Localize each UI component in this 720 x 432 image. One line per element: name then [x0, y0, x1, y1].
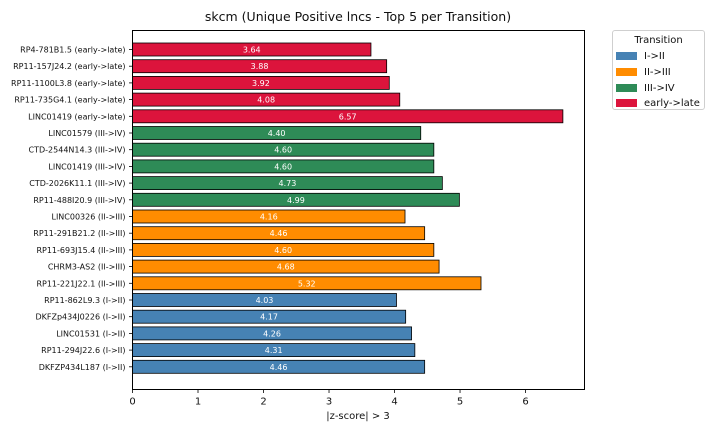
legend-item-early-late: early->late — [616, 97, 700, 109]
y-tick-label: RP11-291B21.2 (II->III) — [33, 229, 125, 238]
y-tick-label: RP11-693J15.4 (II->III) — [36, 246, 125, 255]
y-tick-label: CHRM3-AS2 (II->III) — [48, 263, 126, 272]
legend-label-ii-iii: II->III — [644, 66, 671, 78]
y-tick-label: RP11-221J22.1 (II->III) — [36, 279, 125, 288]
y-tick-label: RP11-1100L3.8 (early->late) — [11, 79, 125, 88]
bar-value-label: 4.68 — [277, 263, 295, 272]
bar-value-label: 4.26 — [263, 329, 281, 338]
y-tick-label: LINC01531 (I->II) — [56, 329, 125, 338]
y-tick-label: LINC01419 (III->IV) — [48, 162, 125, 171]
y-tick-label: RP11-294J22.6 (I->II) — [41, 346, 125, 355]
plot-frame — [132, 30, 585, 390]
y-tick-label: DKFZp434J0226 (I->II) — [35, 313, 125, 322]
bar-value-label: 4.46 — [270, 363, 288, 372]
legend-swatch-ii-iii — [616, 68, 637, 76]
legend-swatch-early-late — [616, 99, 637, 107]
y-tick-label: LINC01419 (early->late) — [28, 112, 125, 121]
y-tick-label: CTD-2544N14.3 (III->IV) — [29, 146, 126, 155]
bar-value-label: 3.92 — [252, 79, 270, 88]
y-tick-label: RP11-735G4.1 (early->late) — [14, 96, 125, 105]
bar-value-label: 4.46 — [270, 229, 288, 238]
legend-label-i-ii: I->II — [644, 50, 665, 62]
legend-label-early-late: early->late — [644, 97, 700, 109]
chart-title: skcm (Unique Positive lncs - Top 5 per T… — [205, 9, 511, 24]
x-tick-label: 4 — [391, 397, 397, 408]
y-tick-label: RP11-157J24.2 (early->late) — [13, 62, 125, 71]
x-tick-label: 2 — [260, 397, 266, 408]
y-tick-label: RP11-862L9.3 (I->II) — [44, 296, 125, 305]
bar-value-label: 4.17 — [260, 313, 278, 322]
x-axis-label: |z-score| > 3 — [326, 411, 390, 422]
bar-value-label: 3.64 — [243, 46, 261, 55]
x-tick-label: 0 — [129, 397, 135, 408]
bar-value-label: 3.88 — [251, 62, 269, 71]
x-tick-label: 3 — [326, 397, 332, 408]
bar-value-label: 4.60 — [274, 146, 292, 155]
bar-value-label: 4.08 — [257, 96, 275, 105]
legend-item-ii-iii: II->III — [616, 66, 671, 78]
legend-swatch-iii-iv — [616, 84, 637, 92]
y-tick-label: RP4-781B1.5 (early->late) — [20, 46, 125, 55]
bar-value-label: 4.60 — [274, 246, 292, 255]
x-tick-label: 6 — [522, 397, 528, 408]
legend-item-i-ii: I->II — [616, 50, 665, 62]
legend-item-iii-iv: III->IV — [616, 82, 675, 94]
x-tick-label: 1 — [195, 397, 201, 408]
y-tick-labels: RP4-781B1.5 (early->late) RP11-157J24.2 (… — [11, 46, 133, 372]
x-tick-label: 5 — [457, 397, 463, 408]
legend-swatch-i-ii — [616, 52, 637, 60]
bar-value-label: 5.32 — [298, 279, 316, 288]
bars-layer: 3.64 3.88 3.92 4.08 6.57 4.40 4.60 4.60 4.73 4.99… — [132, 42, 564, 374]
bar-value-label: 4.73 — [279, 179, 297, 188]
bar-value-label: 4.03 — [256, 296, 274, 305]
bar-value-label: 4.60 — [274, 162, 292, 171]
y-tick-label: RP11-488I20.9 (III->IV) — [33, 196, 125, 205]
bar-value-label: 4.31 — [265, 346, 283, 355]
y-tick-label: LINC01579 (III->IV) — [48, 129, 125, 138]
bar-value-label: 4.99 — [287, 196, 305, 205]
y-tick-label: DKFZP434L187 (I->II) — [39, 363, 126, 372]
legend-title: Transition — [634, 35, 683, 46]
bar-value-label: 4.40 — [268, 129, 286, 138]
legend: Transition I->II II->III III->IV early->… — [612, 30, 705, 110]
x-ticks: 0 1 2 3 4 5 6 — [129, 389, 529, 408]
bar-value-label: 6.57 — [339, 112, 357, 121]
y-tick-label: LINC00326 (II->III) — [51, 213, 125, 222]
bar-value-label: 4.16 — [260, 213, 278, 222]
y-tick-label: CTD-2026K11.1 (III->IV) — [29, 179, 125, 188]
legend-label-iii-iv: III->IV — [644, 82, 675, 94]
